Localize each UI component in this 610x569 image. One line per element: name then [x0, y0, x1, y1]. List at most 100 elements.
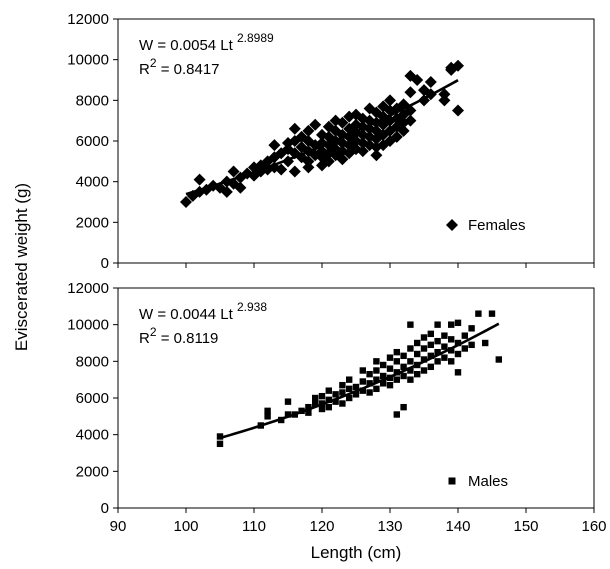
data-point [434, 337, 441, 345]
data-point [386, 381, 394, 389]
y-tick-label: 10000 [67, 52, 109, 69]
data-point [386, 365, 394, 372]
data-point [352, 383, 360, 391]
y-tick-label: 10000 [67, 317, 109, 334]
data-point [220, 185, 233, 198]
data-point [468, 325, 475, 332]
data-point [414, 350, 421, 358]
data-point [352, 391, 360, 398]
r-squared-text: R2 = 0.8119 [139, 325, 218, 347]
data-point [461, 345, 468, 352]
data-point [284, 411, 292, 418]
y-tick-label: 6000 [76, 390, 109, 407]
data-point [322, 155, 335, 168]
y-tick-label: 4000 [76, 174, 109, 191]
data-point [400, 363, 407, 371]
data-point [454, 339, 462, 347]
data-point [420, 345, 428, 352]
x-tick-label: 100 [173, 518, 198, 535]
data-point [370, 149, 383, 162]
data-point [488, 310, 496, 317]
data-point [448, 321, 455, 328]
y-tick-label: 2000 [76, 463, 109, 480]
data-point [288, 122, 301, 135]
y-axis-label: Eviscerated weight (g) [12, 183, 31, 351]
x-tick-label: 160 [581, 518, 606, 535]
y-tick-label: 0 [101, 500, 109, 517]
data-point [454, 369, 462, 376]
data-point [302, 124, 315, 137]
data-point [397, 124, 410, 137]
equation-text: W = 0.0044 Lt 2.938 [139, 300, 267, 323]
y-tick-label: 12000 [67, 11, 109, 28]
data-point [318, 405, 326, 413]
data-point [393, 369, 400, 376]
data-point [312, 400, 319, 407]
data-point [312, 394, 319, 402]
data-point [216, 440, 224, 448]
data-point [359, 378, 366, 385]
y-tick-label: 0 [101, 255, 109, 272]
data-point [407, 358, 414, 365]
data-point [275, 163, 288, 176]
data-point [438, 88, 451, 101]
data-point [339, 389, 346, 396]
data-point [461, 332, 468, 339]
y-tick-label: 2000 [76, 214, 109, 231]
data-point [400, 372, 407, 380]
data-point [373, 385, 380, 393]
data-point [380, 372, 387, 380]
data-point [400, 403, 407, 411]
data-point [336, 153, 349, 166]
data-point [454, 350, 462, 358]
data-point [332, 391, 339, 398]
data-point [325, 396, 332, 404]
x-tick-label: 130 [377, 518, 402, 535]
equation-text: W = 0.0054 Lt 2.8989 [139, 31, 274, 54]
data-point [309, 118, 322, 131]
data-point [438, 94, 451, 107]
data-point [393, 358, 400, 365]
data-point [448, 347, 455, 354]
fit-line [185, 79, 459, 196]
data-point [325, 403, 332, 411]
data-point [441, 343, 448, 350]
data-point [448, 336, 455, 343]
data-point [366, 370, 373, 378]
data-point [407, 376, 414, 383]
data-point [366, 389, 373, 396]
data-point [227, 165, 240, 178]
r-squared-text: R2 = 0.8417 [139, 56, 220, 78]
data-point [390, 130, 403, 143]
data-point [393, 411, 400, 418]
data-point [373, 367, 380, 374]
data-point [441, 332, 448, 339]
data-point [400, 352, 407, 360]
data-point [475, 310, 482, 317]
data-point [407, 367, 414, 374]
y-tick-label: 12000 [67, 280, 109, 297]
data-point [346, 385, 353, 393]
y-tick-label: 4000 [76, 427, 109, 444]
data-point [482, 339, 489, 347]
legend-label: Females [468, 217, 526, 234]
data-point [404, 114, 417, 127]
data-point [411, 74, 424, 86]
data-point [380, 380, 387, 387]
data-point [427, 341, 434, 349]
data-point [302, 161, 315, 174]
data-point [434, 358, 441, 365]
data-point [386, 354, 394, 361]
panel-males: 0 2000 4000 6000 8000 10000 12000 90 100 110 120 13… [67, 280, 606, 535]
data-point [424, 76, 437, 89]
data-point [373, 376, 380, 383]
data-point [332, 398, 339, 405]
data-point [434, 321, 441, 328]
data-point [350, 118, 362, 131]
data-point [318, 392, 326, 400]
data-point [288, 165, 301, 178]
panel-females: 0 2000 4000 6000 8000 10000 12000 W = 0.0054 Lt… [67, 11, 595, 272]
data-point [264, 407, 271, 415]
x-tick-label: 150 [513, 518, 538, 535]
y-tick-label: 8000 [76, 92, 109, 109]
